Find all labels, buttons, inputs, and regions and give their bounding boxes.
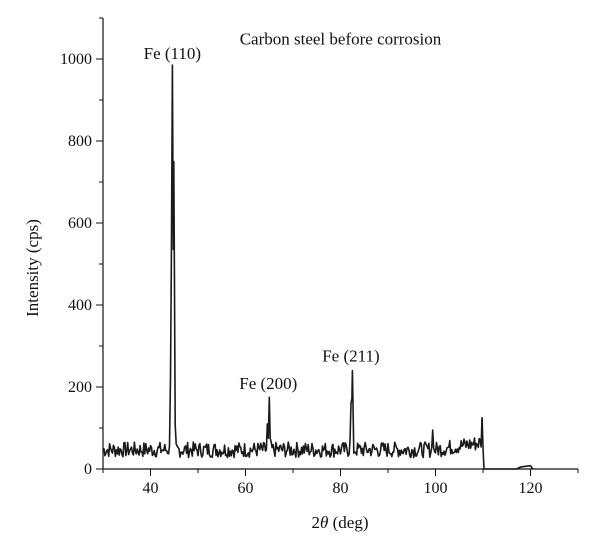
x-axis-title-prefix: 2 xyxy=(312,513,321,532)
tick-marks xyxy=(96,17,579,476)
x-axis-title: 2θ (deg) xyxy=(312,513,369,532)
series-layer xyxy=(102,64,534,470)
peak-label: Fe (110) xyxy=(144,44,201,63)
x-tick-label: 100 xyxy=(424,480,448,497)
x-tick-labels: 40 60 80 100 120 xyxy=(143,480,543,497)
y-axis-title: Intensity (cps) xyxy=(23,219,42,317)
y-tick-label: 800 xyxy=(68,133,92,150)
chart-caption: Carbon steel before corrosion xyxy=(240,30,442,49)
y-tick-label: 600 xyxy=(68,215,92,232)
x-tick-label: 80 xyxy=(333,480,349,497)
y-tick-label: 400 xyxy=(68,297,92,314)
x-axis-title-theta: θ xyxy=(320,513,328,532)
peak-label: Fe (200) xyxy=(239,374,297,393)
peak-label: Fe (211) xyxy=(322,347,379,366)
x-tick-label: 120 xyxy=(519,480,543,497)
y-tick-label: 0 xyxy=(84,461,92,478)
xrd-pattern-line xyxy=(102,64,534,470)
y-tick-labels: 0 200 400 600 800 1000 xyxy=(60,51,92,478)
x-tick-label: 40 xyxy=(143,480,159,497)
y-tick-label: 1000 xyxy=(60,51,92,68)
x-tick-label: 60 xyxy=(238,480,254,497)
x-axis-title-suffix: (deg) xyxy=(328,513,368,532)
y-tick-label: 200 xyxy=(68,379,92,396)
annotation-layer: Carbon steel before corrosion Fe (110) Fe … xyxy=(144,30,442,393)
